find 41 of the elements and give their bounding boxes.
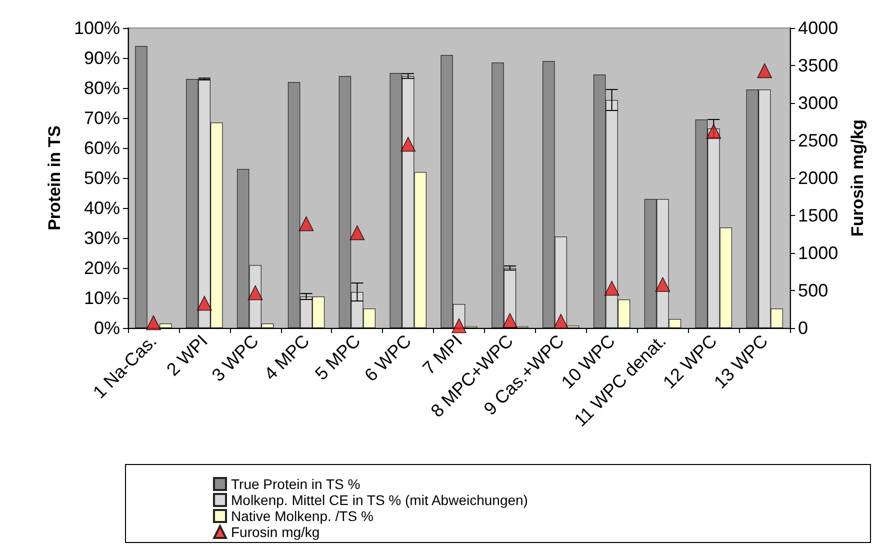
point [248,285,263,300]
point [400,136,416,152]
point [757,63,772,78]
y-tick-label: 50% [84,168,120,188]
legend-label: True Protein in TS % [231,476,360,492]
y2-tick-label: 4000 [798,18,838,38]
point [706,124,722,139]
y2-tick-label: 2500 [798,130,838,150]
legend-label: Native Molkenp. /TS % [231,508,374,524]
y2-tick-label: 3000 [798,93,838,113]
point [553,314,568,329]
y-tick-label: 10% [84,288,120,308]
y-tick-label: 100% [74,18,120,38]
y-tick-label: 40% [84,198,120,218]
y2-tick-label: 1000 [798,243,838,263]
point [298,216,314,232]
point [350,225,365,240]
y2-tick-label: 3500 [798,56,838,76]
point [196,296,212,311]
y-tick-label: 60% [84,138,120,158]
point [146,315,161,330]
legend-label: Furosin mg/kg [231,524,320,540]
y2-axis-title: Furosin mg/kg [848,119,867,237]
y2-tick-label: 2000 [798,168,838,188]
y-tick-label: 30% [84,228,120,248]
point [502,313,518,328]
y-tick-label: 70% [84,108,120,128]
point [452,318,466,334]
y2-tick-label: 1500 [798,206,838,226]
bar [160,324,172,328]
y2-tick-label: 500 [798,280,828,300]
legend-label: Molkenp. Mittel CE in TS % (mit Abweichungen) [231,492,528,508]
y-tick-label: 0% [94,318,120,338]
y-tick-label: 90% [84,48,120,68]
y-tick-label: 20% [84,258,120,278]
y-axis-title: Protein in TS [45,126,64,230]
y-tick-label: 80% [84,78,120,98]
point [604,280,620,296]
y2-tick-label: 0 [798,318,808,338]
x-tick-label: 2 WPI [162,330,212,380]
point [655,277,670,292]
